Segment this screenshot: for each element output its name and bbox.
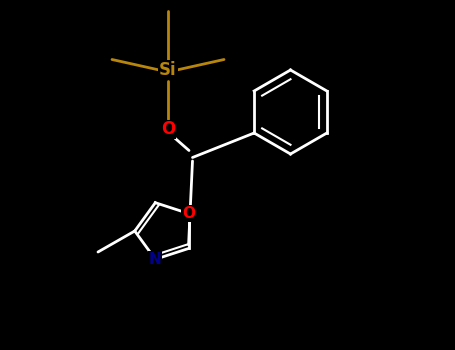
Text: Si: Si: [159, 61, 177, 79]
Text: O: O: [182, 206, 195, 221]
Text: O: O: [161, 120, 175, 139]
Text: N: N: [149, 252, 162, 267]
